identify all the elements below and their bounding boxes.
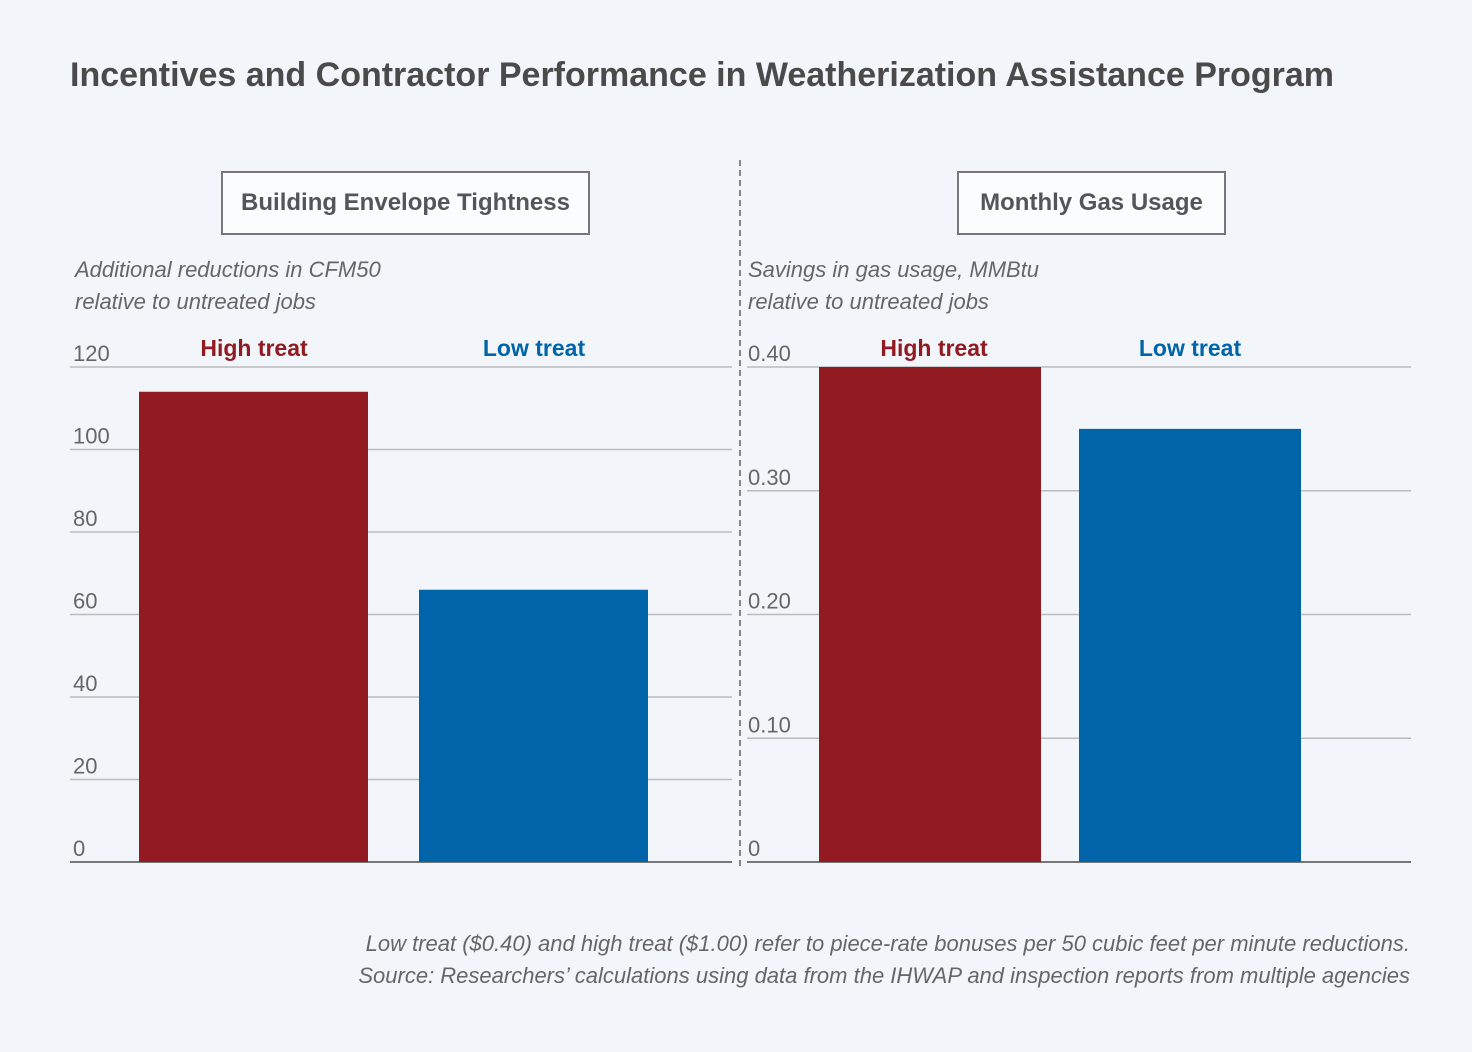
panel-divider (739, 160, 741, 866)
footnote-line2: Source: Researchers’ calculations using … (358, 963, 1410, 988)
category-label: High treat (880, 335, 988, 361)
bar-low-treat (419, 589, 648, 862)
bar-high-treat (819, 367, 1041, 862)
y-tick-label: 0 (748, 836, 760, 861)
y-tick-label: 0.40 (748, 341, 791, 366)
category-label: Low treat (1139, 335, 1242, 361)
left-y-axis-label: Additional reductions in CFM50 relative … (75, 254, 381, 318)
left-panel-title: Building Envelope Tightness (221, 171, 590, 235)
right-y-axis-label-line1: Savings in gas usage, MMBtu (748, 257, 1040, 282)
footnote-line1: Low treat ($0.40) and high treat ($1.00)… (365, 931, 1410, 956)
y-tick-label: 0.20 (748, 589, 791, 614)
right-panel-title: Monthly Gas Usage (957, 171, 1226, 235)
chart-title: Incentives and Contractor Performance in… (70, 56, 1335, 94)
y-tick-label: 0.10 (748, 712, 791, 737)
y-tick-label: 100 (73, 424, 110, 449)
left-y-axis-label-line1: Additional reductions in CFM50 (75, 257, 381, 282)
right-y-axis-label-line2: relative to untreated jobs (748, 289, 989, 314)
right-y-axis-label: Savings in gas usage, MMBtu relative to … (748, 254, 1039, 318)
y-tick-label: 80 (73, 506, 97, 531)
bar-high-treat (139, 391, 368, 862)
y-tick-label: 20 (73, 754, 97, 779)
category-label: Low treat (483, 335, 586, 361)
y-tick-label: 120 (73, 341, 110, 366)
left-y-axis-label-line2: relative to untreated jobs (75, 289, 316, 314)
category-label: High treat (200, 335, 308, 361)
y-tick-label: 0.30 (748, 465, 791, 490)
y-tick-label: 60 (73, 589, 97, 614)
y-tick-label: 0 (73, 836, 85, 861)
footnote: Low treat ($0.40) and high treat ($1.00)… (358, 928, 1410, 992)
y-tick-label: 40 (73, 671, 97, 696)
bar-low-treat (1079, 428, 1301, 862)
